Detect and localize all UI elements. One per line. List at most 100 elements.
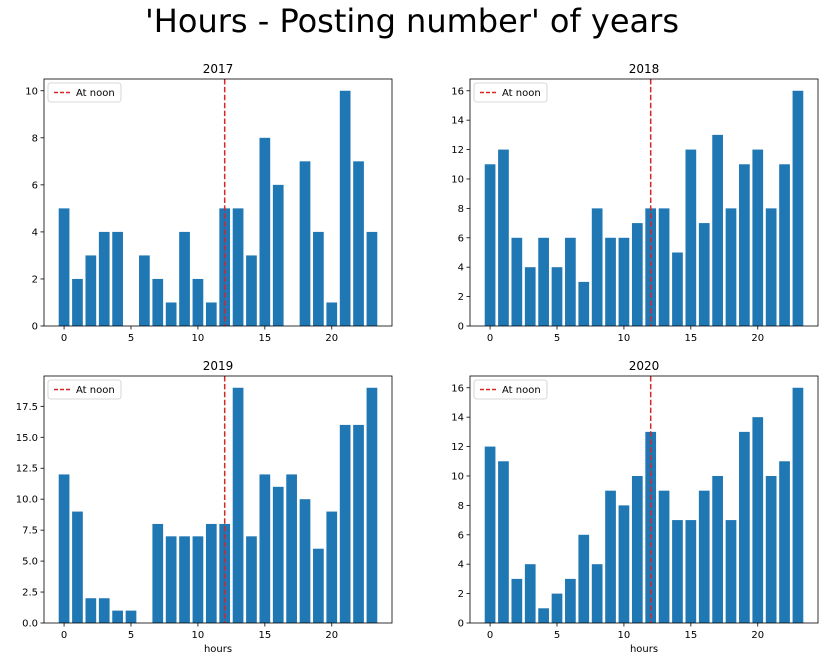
chart-title: 2020 [629,359,660,373]
bar [685,149,697,326]
y-tick-label: 12 [451,145,464,156]
bar [219,523,231,623]
bar [739,431,750,623]
bar [205,302,217,326]
y-tick-label: 10 [451,174,464,185]
chart-3: 0 5 10 15 20 0 2 4 6 8 10 12 14 16 2020 hours At noon [451,359,819,655]
bar [152,523,164,623]
bar [192,536,204,623]
chart-title: 2017 [203,62,234,76]
chart-1: 0 5 10 15 20 0 2 4 6 8 10 12 14 16 2018 At noon [451,62,819,344]
legend: At noon [473,82,548,103]
bar [299,499,311,623]
figure-title: 'Hours - Posting number' of years [145,2,679,40]
y-tick-label: 14 [451,116,464,127]
x-tick-label: 10 [192,333,205,344]
bar [165,302,177,326]
bar [739,164,750,326]
chart-title: 2018 [629,62,660,76]
y-tick-label: 4 [458,560,464,571]
bar [752,417,764,623]
bar [72,278,83,326]
x-tick-label: 5 [128,333,134,344]
chart-title: 2019 [203,359,234,373]
y-tick-label: 15.0 [16,433,38,444]
bar [286,474,297,623]
legend-box [473,379,548,400]
bar [605,490,616,623]
x-tick-label: 10 [618,630,631,641]
x-axis-label: hours [630,644,658,655]
bar [152,278,164,326]
y-tick-label: 10.0 [16,495,38,506]
legend: At noon [47,82,122,103]
legend-label: At noon [502,385,541,396]
bar [98,231,110,326]
legend-box [47,379,122,400]
y-tick-label: 7.5 [22,526,38,537]
bar [578,281,590,326]
y-tick-label: 0.0 [22,619,38,630]
bar [58,208,70,326]
bar [366,387,378,623]
x-tick-label: 15 [684,333,697,344]
x-tick-label: 5 [554,333,560,344]
y-tick-label: 0 [458,322,464,333]
y-tick-label: 8 [32,133,38,144]
bar [232,208,244,326]
bar [246,536,257,623]
x-tick-label: 20 [325,630,338,641]
bar [58,474,70,623]
x-tick-label: 5 [128,630,134,641]
bar [591,564,603,623]
y-tick-label: 0 [458,619,464,630]
bar [725,208,737,326]
x-tick-label: 0 [61,333,67,344]
y-tick-label: 6 [458,530,464,541]
y-tick-label: 17.5 [16,402,38,413]
bar [339,90,351,326]
bar [565,237,576,326]
legend: At noon [473,379,548,400]
bar [725,520,737,623]
y-tick-label: 4 [458,263,464,274]
y-tick-label: 6 [32,180,38,191]
bar [524,267,536,326]
bar [672,252,683,326]
x-axis-label: hours [204,644,232,655]
y-tick-label: 12.5 [16,464,38,475]
bar [712,475,723,623]
bar [85,255,97,326]
y-tick-label: 0 [32,322,38,333]
y-tick-label: 10 [451,471,464,482]
bar [498,461,509,623]
chart-2: 0 5 10 15 20 0.0 2.5 5.0 7.5 10.0 12.5 15.0 17.5 2019… [16,359,393,655]
bar [326,511,338,623]
bar [538,608,549,623]
x-tick-label: 20 [751,333,764,344]
bar [192,278,204,326]
bar [98,598,110,623]
y-tick-label: 2.5 [22,588,38,599]
bar [299,161,311,326]
bar [658,490,670,623]
bar [605,237,616,326]
bar [85,598,97,623]
bar [578,534,590,623]
x-tick-label: 15 [258,630,271,641]
plot-frame [43,78,393,327]
plot-frame [469,78,819,327]
bar [272,486,284,623]
legend-box [47,82,122,103]
y-tick-label: 12 [451,442,464,453]
bar [752,149,764,326]
plot-frame [469,375,819,624]
x-tick-label: 20 [325,333,338,344]
y-tick-label: 4 [32,227,38,238]
bar [112,610,123,623]
y-tick-label: 2 [32,274,38,285]
x-tick-label: 0 [487,630,493,641]
bar [125,610,137,623]
bar [353,424,364,623]
bar [511,237,523,326]
